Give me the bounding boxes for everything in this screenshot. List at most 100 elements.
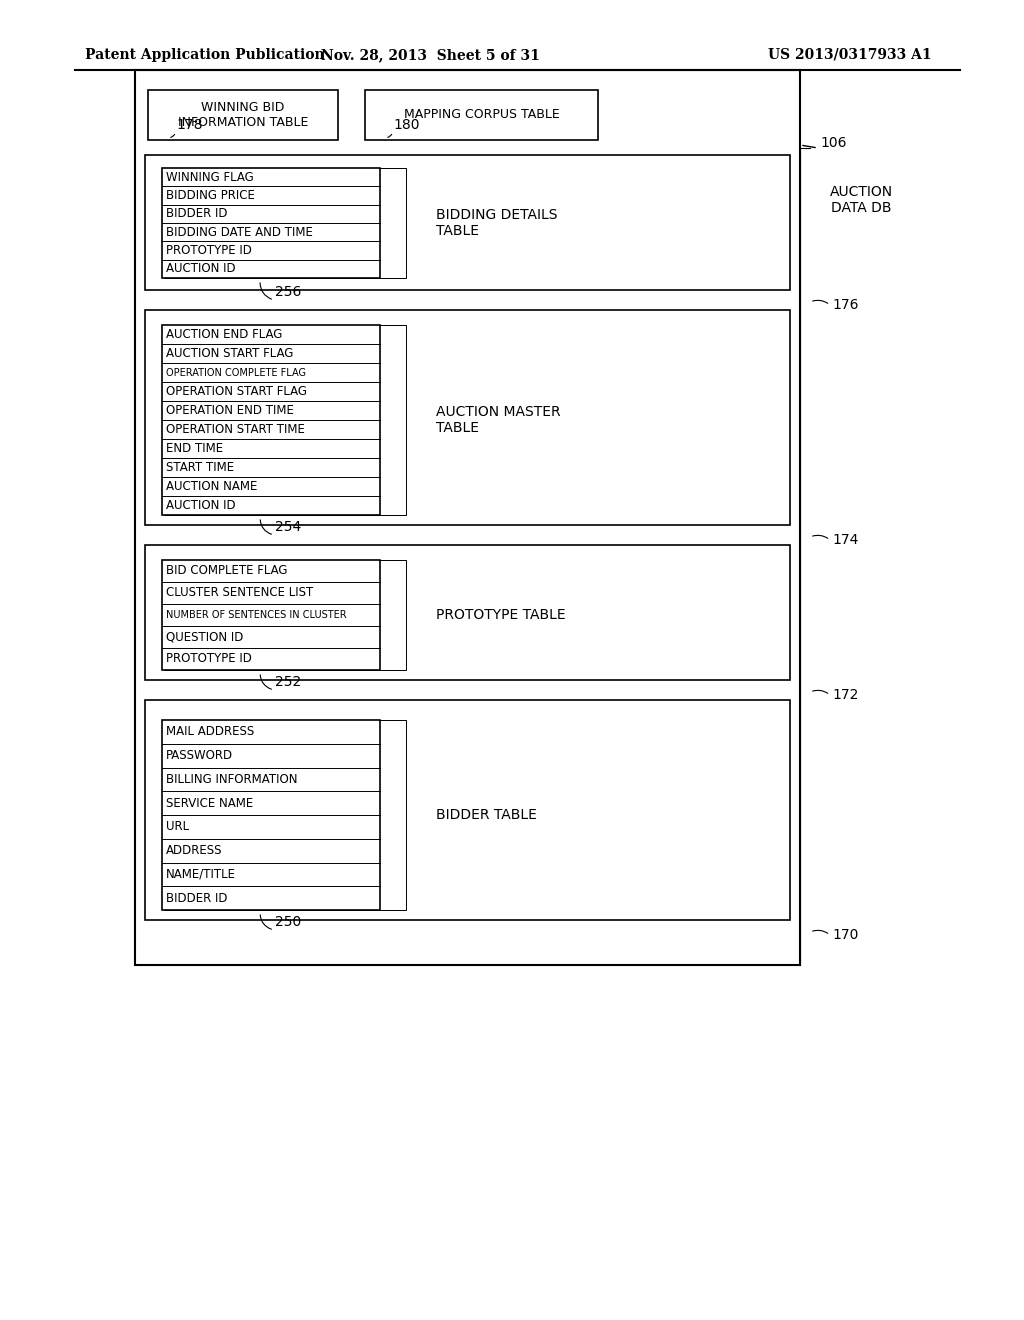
Text: PROTOTYPE ID: PROTOTYPE ID bbox=[166, 244, 252, 257]
Text: QUESTION ID: QUESTION ID bbox=[166, 631, 244, 644]
Text: 250: 250 bbox=[275, 915, 301, 929]
Bar bbox=[173, 719, 391, 909]
Text: 254: 254 bbox=[275, 520, 301, 535]
Text: OPERATION END TIME: OPERATION END TIME bbox=[166, 404, 294, 417]
Bar bbox=[186, 325, 404, 515]
Bar bbox=[175, 325, 393, 515]
Text: BIDDING PRICE: BIDDING PRICE bbox=[166, 189, 255, 202]
Text: WINNING BID
INFORMATION TABLE: WINNING BID INFORMATION TABLE bbox=[178, 102, 308, 129]
Text: BIDDER TABLE: BIDDER TABLE bbox=[436, 808, 538, 822]
Bar bbox=[162, 325, 380, 515]
Bar bbox=[169, 325, 387, 515]
Text: OPERATION START FLAG: OPERATION START FLAG bbox=[166, 385, 307, 399]
Text: 256: 256 bbox=[275, 285, 301, 300]
Bar bbox=[145, 154, 790, 290]
Text: AUCTION
DATA DB: AUCTION DATA DB bbox=[830, 185, 893, 215]
Bar bbox=[177, 719, 395, 909]
Bar bbox=[188, 560, 407, 671]
Text: AUCTION ID: AUCTION ID bbox=[166, 263, 236, 276]
Bar bbox=[179, 560, 397, 671]
Bar bbox=[188, 719, 407, 909]
Text: SERVICE NAME: SERVICE NAME bbox=[166, 797, 253, 809]
Bar bbox=[186, 168, 404, 279]
Text: AUCTION END FLAG: AUCTION END FLAG bbox=[166, 327, 283, 341]
Text: URL: URL bbox=[166, 820, 189, 833]
Text: OPERATION COMPLETE FLAG: OPERATION COMPLETE FLAG bbox=[166, 367, 306, 378]
Bar bbox=[166, 168, 384, 279]
Text: CLUSTER SENTENCE LIST: CLUSTER SENTENCE LIST bbox=[166, 586, 313, 599]
Bar bbox=[166, 560, 384, 671]
Text: Patent Application Publication: Patent Application Publication bbox=[85, 48, 325, 62]
Text: MAIL ADDRESS: MAIL ADDRESS bbox=[166, 726, 254, 738]
Bar bbox=[145, 545, 790, 680]
Text: 174: 174 bbox=[831, 533, 858, 546]
Bar bbox=[135, 70, 800, 965]
Text: BIDDER ID: BIDDER ID bbox=[166, 891, 227, 904]
Text: WINNING FLAG: WINNING FLAG bbox=[166, 170, 254, 183]
Bar bbox=[169, 560, 387, 671]
Bar bbox=[166, 719, 384, 909]
Bar bbox=[179, 325, 397, 515]
Bar bbox=[164, 719, 382, 909]
Bar bbox=[188, 325, 407, 515]
Text: PROTOTYPE TABLE: PROTOTYPE TABLE bbox=[436, 609, 566, 622]
Text: BIDDING DETAILS
TABLE: BIDDING DETAILS TABLE bbox=[436, 209, 558, 238]
Text: BIDDER ID: BIDDER ID bbox=[166, 207, 227, 220]
Bar bbox=[171, 168, 389, 279]
Bar bbox=[184, 719, 402, 909]
Bar bbox=[184, 325, 402, 515]
Bar bbox=[182, 325, 399, 515]
Bar bbox=[164, 168, 382, 279]
Text: 176: 176 bbox=[831, 298, 858, 312]
Bar bbox=[173, 560, 391, 671]
Text: PASSWORD: PASSWORD bbox=[166, 750, 233, 762]
Bar bbox=[179, 719, 397, 909]
Bar bbox=[171, 325, 389, 515]
Text: US 2013/0317933 A1: US 2013/0317933 A1 bbox=[768, 48, 932, 62]
Text: ADDRESS: ADDRESS bbox=[166, 843, 222, 857]
Text: 180: 180 bbox=[393, 117, 420, 132]
Bar bbox=[365, 90, 598, 140]
Bar bbox=[175, 560, 393, 671]
Bar bbox=[188, 168, 407, 279]
Bar bbox=[162, 719, 380, 909]
Text: MAPPING CORPUS TABLE: MAPPING CORPUS TABLE bbox=[403, 108, 559, 121]
Bar bbox=[175, 719, 393, 909]
Bar bbox=[171, 560, 389, 671]
Bar bbox=[182, 719, 399, 909]
Bar bbox=[164, 560, 382, 671]
Bar bbox=[177, 168, 395, 279]
Text: BIDDING DATE AND TIME: BIDDING DATE AND TIME bbox=[166, 226, 313, 239]
Bar bbox=[169, 168, 387, 279]
Bar bbox=[164, 325, 382, 515]
Bar bbox=[171, 719, 389, 909]
Text: AUCTION ID: AUCTION ID bbox=[166, 499, 236, 512]
Text: AUCTION START FLAG: AUCTION START FLAG bbox=[166, 347, 293, 360]
Bar bbox=[186, 560, 404, 671]
Bar bbox=[173, 168, 391, 279]
Text: 252: 252 bbox=[275, 675, 301, 689]
Bar bbox=[166, 325, 384, 515]
Bar bbox=[175, 168, 393, 279]
Text: 172: 172 bbox=[831, 688, 858, 702]
Text: PROTOTYPE ID: PROTOTYPE ID bbox=[166, 652, 252, 665]
Bar bbox=[186, 719, 404, 909]
Bar bbox=[182, 168, 399, 279]
Bar bbox=[173, 325, 391, 515]
Bar bbox=[177, 560, 395, 671]
Text: START TIME: START TIME bbox=[166, 461, 234, 474]
Text: 178: 178 bbox=[176, 117, 203, 132]
Bar bbox=[162, 168, 380, 279]
Text: BILLING INFORMATION: BILLING INFORMATION bbox=[166, 774, 298, 785]
Text: NUMBER OF SENTENCES IN CLUSTER: NUMBER OF SENTENCES IN CLUSTER bbox=[166, 610, 347, 620]
Text: END TIME: END TIME bbox=[166, 442, 223, 455]
Text: BID COMPLETE FLAG: BID COMPLETE FLAG bbox=[166, 565, 288, 578]
Text: FIG. 5: FIG. 5 bbox=[378, 106, 462, 129]
Text: NAME/TITLE: NAME/TITLE bbox=[166, 867, 236, 880]
Text: AUCTION MASTER
TABLE: AUCTION MASTER TABLE bbox=[436, 405, 561, 436]
Text: AUCTION NAME: AUCTION NAME bbox=[166, 480, 257, 492]
Bar bbox=[184, 560, 402, 671]
Text: OPERATION START TIME: OPERATION START TIME bbox=[166, 422, 305, 436]
Bar bbox=[145, 310, 790, 525]
Bar bbox=[148, 90, 338, 140]
